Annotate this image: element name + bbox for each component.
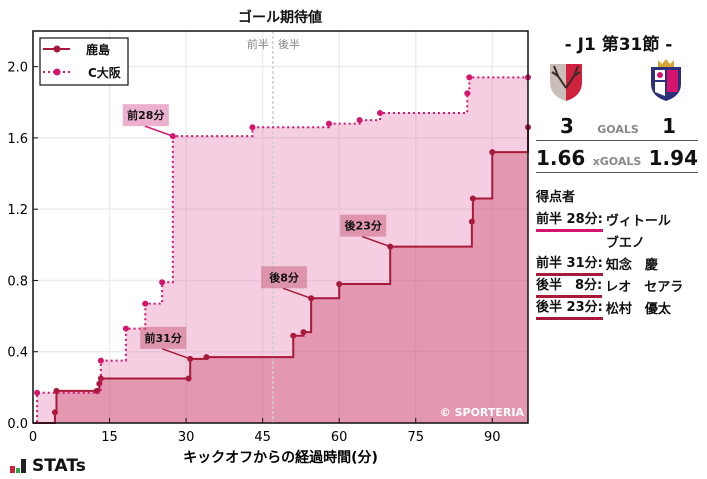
data-point xyxy=(159,279,166,286)
data-point xyxy=(96,380,103,387)
scorer-time: 前半 28分: xyxy=(536,211,603,232)
scorer-name: 知念 慶 xyxy=(605,258,658,273)
x-tick-label: 45 xyxy=(254,430,271,445)
second-half-label: 後半 xyxy=(278,37,300,51)
plot-frame xyxy=(32,30,529,424)
watermark: © SPORTERIA xyxy=(440,406,525,419)
x-tick-label: 75 xyxy=(407,430,424,445)
area-fill-0 xyxy=(33,127,528,423)
y-tick-label: 2.0 xyxy=(7,61,28,76)
x-tick-label: 60 xyxy=(331,430,348,445)
svg-text:前31分: 前31分 xyxy=(145,331,182,345)
scorer-row: 前半 31分: 知念 慶 xyxy=(536,255,683,277)
y-tick-label: 0.8 xyxy=(7,274,28,289)
cerezo-crest-icon xyxy=(651,59,681,101)
y-tick-label: 0.0 xyxy=(7,417,28,432)
goals-row: 3 GOALS 1 xyxy=(536,114,698,141)
annotation: 前31分 xyxy=(140,326,191,360)
scorer-time: 後半 23分: xyxy=(536,299,603,320)
data-point xyxy=(203,354,210,361)
kashima-crest-icon xyxy=(550,64,582,101)
svg-text:前28分: 前28分 xyxy=(127,108,164,122)
bar-chart-icon xyxy=(10,459,26,473)
data-point xyxy=(249,124,256,131)
data-point xyxy=(489,149,496,156)
svg-text:後23分: 後23分 xyxy=(345,219,382,233)
data-point xyxy=(468,218,475,225)
scorer-name: 松村 優太 xyxy=(605,302,671,317)
scorer-time: 後半 8分: xyxy=(536,277,603,298)
data-point xyxy=(356,117,363,124)
goals-label: GOALS xyxy=(597,123,639,136)
legend-label: 鹿島 xyxy=(86,42,110,57)
x-tick-label: 15 xyxy=(101,430,118,445)
legend-label: C大阪 xyxy=(88,65,122,80)
brand-name: STATs xyxy=(32,456,86,476)
data-point xyxy=(142,300,149,307)
data-point xyxy=(336,281,343,288)
stats-brand-logo: STATs xyxy=(10,456,86,476)
data-point xyxy=(97,375,104,382)
y-tick-label: 1.2 xyxy=(7,203,28,218)
series-line-1 xyxy=(33,76,528,424)
chart-title: ゴール期待値 xyxy=(238,10,322,26)
annotation: 後8分 xyxy=(261,266,312,299)
scorers-list: 得点者 前半 28分: ヴィトール ブエノ 前半 31分: 知念 慶後半 8分: レオ … xyxy=(536,186,683,321)
annotation: 前28分 xyxy=(122,104,174,137)
scorer-row: 前半 28分: ヴィトール ブエノ xyxy=(536,211,683,255)
data-point xyxy=(122,325,129,332)
data-point xyxy=(325,120,332,127)
svg-text:後8分: 後8分 xyxy=(269,270,299,284)
y-tick-label: 0.4 xyxy=(7,346,28,361)
data-point xyxy=(377,109,384,116)
y-tick-label: 1.6 xyxy=(7,132,28,147)
data-point xyxy=(185,375,192,382)
data-point xyxy=(300,329,307,336)
data-point xyxy=(34,389,41,396)
round-title: - J1 第31節 - xyxy=(564,35,673,55)
home-goals: 3 xyxy=(560,114,574,138)
scorer-row: 後半 8分: レオ セアラ xyxy=(536,277,683,299)
data-point xyxy=(464,90,471,97)
x-axis-label: キックオフからの経過時間(分) xyxy=(183,449,378,466)
home-xg: 1.66 xyxy=(536,146,586,170)
xgoals-row: 1.66 xGOALS 1.94 xyxy=(536,146,698,173)
x-tick-label: 30 xyxy=(178,430,195,445)
legend: 鹿島 C大阪 xyxy=(39,37,129,86)
away-xg: 1.94 xyxy=(648,146,698,170)
first-half-label: 前半 xyxy=(247,37,269,51)
data-point xyxy=(97,357,104,364)
data-point xyxy=(51,409,58,416)
xgoals-label: xGOALS xyxy=(592,155,642,168)
scorer-name: レオ セアラ xyxy=(605,280,684,295)
scorer-time: 前半 31分: xyxy=(536,255,603,276)
data-point xyxy=(466,74,473,81)
annotation: 後23分 xyxy=(340,214,391,248)
away-goals: 1 xyxy=(662,114,676,138)
data-point xyxy=(469,195,476,202)
scorers-title: 得点者 xyxy=(536,190,576,205)
x-tick-label: 0 xyxy=(29,430,37,445)
data-point xyxy=(290,332,297,339)
scorer-name: ヴィトール ブエノ xyxy=(605,214,671,251)
scorer-row: 後半 23分: 松村 優太 xyxy=(536,299,683,321)
x-tick-label: 90 xyxy=(484,430,501,445)
